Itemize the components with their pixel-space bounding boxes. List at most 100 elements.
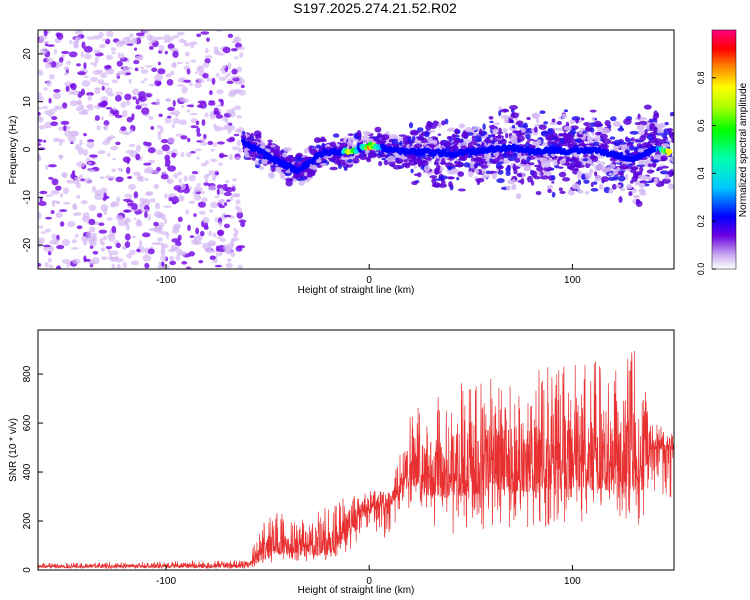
- spectrogram-spread-speckle: [569, 119, 575, 125]
- spectrogram-noise-speckle: [203, 173, 209, 180]
- spectrogram-noise-speckle: [181, 86, 188, 94]
- spectrogram-spread-speckle: [475, 163, 482, 167]
- spectrogram-noise-speckle: [195, 78, 204, 81]
- spectrogram-noise-speckle: [120, 101, 127, 108]
- spectrogram-noise-speckle: [166, 78, 174, 86]
- spectrogram-spread-speckle: [655, 127, 665, 134]
- spectrogram-spread-speckle: [491, 139, 496, 145]
- spectrogram-noise-speckle: [43, 87, 48, 91]
- spectrogram-spread-speckle: [639, 117, 648, 121]
- spectrogram-noise-speckle: [115, 215, 124, 221]
- spectrogram-x-tick-label: 100: [564, 275, 581, 286]
- spectrogram-noise-speckle: [155, 98, 161, 106]
- spectrogram-spread-speckle: [536, 139, 542, 145]
- spectrogram-noise-speckle: [122, 66, 126, 74]
- spectrogram-noise-speckle: [223, 124, 231, 130]
- spectrogram-spread-speckle: [584, 172, 592, 179]
- spectrogram-spread-speckle: [387, 155, 396, 162]
- spectrogram-noise-speckle: [38, 225, 44, 229]
- spectrogram-noise-speckle: [123, 217, 132, 223]
- spectrogram-noise-speckle: [126, 116, 133, 123]
- spectrogram-spread-speckle: [594, 175, 602, 182]
- spectrogram-spread-speckle: [593, 135, 601, 142]
- spectrogram-noise-speckle: [167, 115, 172, 119]
- spectrogram-noise-speckle: [145, 191, 153, 196]
- spectrogram-noise-speckle: [88, 204, 97, 211]
- spectrogram-spread-speckle: [629, 180, 634, 184]
- spectrogram-noise-speckle: [100, 204, 109, 212]
- spectrogram-noise-speckle: [201, 197, 208, 203]
- spectrogram-noise-speckle: [214, 171, 219, 176]
- spectrogram-spread-speckle: [517, 163, 526, 168]
- spectrogram-spread-speckle: [320, 162, 328, 167]
- spectrogram-spread-speckle: [585, 127, 591, 132]
- spectrogram-noise-speckle: [98, 229, 108, 234]
- spectrogram-spread-speckle: [525, 133, 531, 140]
- spectrogram-noise-speckle: [167, 165, 177, 172]
- spectrogram-spread-speckle: [438, 175, 448, 180]
- spectrogram-noise-speckle: [172, 50, 179, 58]
- spectrogram-noise-speckle: [177, 31, 185, 36]
- spectrogram-spread-speckle: [632, 188, 637, 194]
- spectrogram-noise-speckle: [197, 100, 207, 104]
- spectrogram-noise-speckle: [224, 74, 228, 79]
- spectrogram-spread-speckle: [580, 117, 585, 121]
- spectrogram-noise-speckle: [150, 126, 155, 130]
- spectrogram-noise-speckle: [38, 111, 41, 116]
- spectrogram-noise-speckle: [212, 232, 217, 238]
- spectrogram-noise-speckle: [195, 148, 202, 152]
- spectrogram-spread-speckle: [274, 167, 282, 173]
- spectrogram-noise-speckle: [115, 242, 121, 249]
- spectrogram-noise-speckle: [202, 73, 209, 79]
- colorbar-tick-label: 0.6: [696, 119, 706, 132]
- spectrogram-noise-speckle: [190, 150, 196, 154]
- spectrogram-noise-speckle: [114, 94, 122, 102]
- spectrogram-spread-speckle: [392, 164, 402, 170]
- spectrogram-spread-speckle: [583, 179, 590, 184]
- spectrogram-spread-speckle: [399, 140, 403, 147]
- spectrogram-noise-speckle: [178, 119, 188, 126]
- spectrogram-noise-speckle: [240, 84, 245, 89]
- spectrogram-noise-speckle: [232, 89, 242, 94]
- spectrogram-noise-speckle: [147, 147, 156, 154]
- spectrogram-noise-speckle: [48, 164, 57, 168]
- spectrogram-spread-speckle: [498, 106, 502, 110]
- spectrogram-spread-speckle: [441, 157, 446, 165]
- spectrogram-noise-speckle: [105, 54, 113, 61]
- spectrogram-spread-speckle: [480, 164, 489, 169]
- spectrogram-spread-speckle: [447, 176, 454, 180]
- spectrogram-noise-speckle: [165, 73, 172, 78]
- spectrogram-spread-speckle: [306, 168, 315, 176]
- spectrogram-spread-speckle: [591, 116, 595, 121]
- spectrogram-spread-speckle: [516, 135, 525, 142]
- spectrogram-spread-speckle: [267, 139, 273, 143]
- spectrogram-spread-speckle: [444, 140, 452, 147]
- spectrogram-noise-speckle: [225, 263, 234, 269]
- spectrogram-noise-speckle: [86, 141, 95, 149]
- spectrogram-spread-speckle: [329, 141, 336, 147]
- spectrogram-marks: [38, 30, 674, 269]
- spectrogram-noise-speckle: [38, 212, 42, 220]
- spectrogram-noise-speckle: [171, 123, 175, 129]
- spectrogram-noise-speckle: [197, 201, 207, 208]
- spectrogram-noise-speckle: [68, 51, 78, 58]
- colorbar-ticks: 0.0 0.2 0.4 0.6 0.8: [696, 72, 716, 275]
- spectrogram-noise-speckle: [166, 178, 174, 184]
- spectrogram-noise-speckle: [227, 128, 232, 134]
- chart-title: S197.2025.274.21.52.R02: [293, 0, 457, 16]
- spectrogram-noise-speckle: [121, 130, 129, 135]
- spectrogram-spread-speckle: [439, 140, 445, 146]
- spectrogram-spread-speckle: [540, 175, 550, 180]
- spectrogram-noise-speckle: [77, 99, 82, 107]
- spectrogram-noise-speckle: [103, 120, 110, 126]
- spectrogram-noise-speckle: [188, 82, 193, 87]
- spectrogram-spread-speckle: [558, 156, 564, 160]
- spectrogram-noise-speckle: [111, 168, 117, 173]
- spectrogram-noise-speckle: [160, 138, 169, 144]
- spectrogram-spread-speckle: [381, 157, 387, 161]
- spectrogram-spread-speckle: [575, 138, 582, 143]
- spectrogram-noise-speckle: [89, 154, 98, 158]
- spectrogram-noise-speckle: [102, 197, 107, 201]
- spectrogram-spread-speckle: [628, 191, 633, 197]
- spectrogram-noise-speckle: [198, 210, 206, 215]
